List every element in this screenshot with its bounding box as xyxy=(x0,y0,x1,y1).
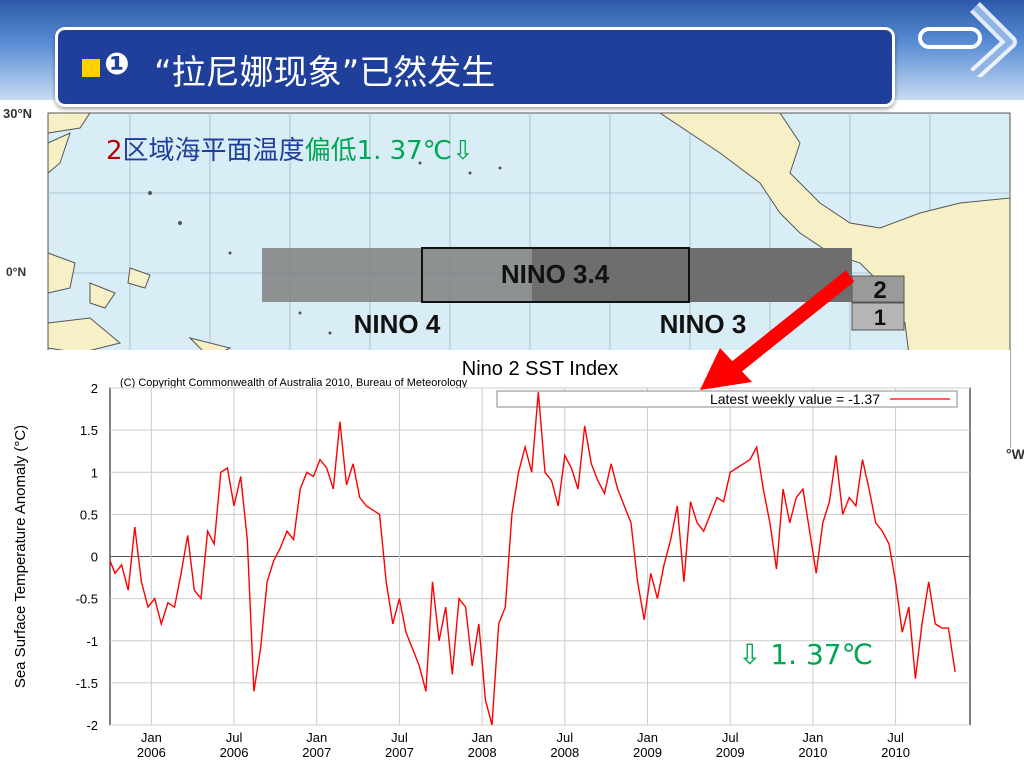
nino2-sst-chart: Nino 2 SST Index(C) Copyright Commonweal… xyxy=(12,358,971,760)
nino2-label: 2 xyxy=(873,277,886,304)
pointer-arrow-icon xyxy=(700,270,855,390)
nino3-label: NINO 3 xyxy=(660,309,747,339)
x-tick-year: 2007 xyxy=(302,745,331,760)
x-tick-year: 2009 xyxy=(716,745,745,760)
x-tick-month: Jan xyxy=(472,730,493,745)
bullet-square-icon xyxy=(82,59,100,77)
y-axis-label: Sea Surface Temperature Anomaly (°C) xyxy=(12,425,29,688)
pacific-islands xyxy=(148,161,502,335)
x-tick-month: Jul xyxy=(556,730,573,745)
region-number: 2 xyxy=(106,136,123,166)
region-deviation: 偏低1. 37℃⇩ xyxy=(304,136,474,166)
nino34-label: NINO 3.4 xyxy=(501,259,610,289)
y-tick-label: 0 xyxy=(91,550,98,565)
x-tick-month: Jul xyxy=(226,730,243,745)
y-tick-label: 2 xyxy=(91,381,98,396)
x-tick-month: Jul xyxy=(391,730,408,745)
series-line xyxy=(109,392,956,726)
title-box: ❶ “拉尼娜现象”已然发生 xyxy=(55,27,895,107)
nino3-band xyxy=(532,248,852,302)
x-tick-month: Jul xyxy=(722,730,739,745)
y-tick-label: 1 xyxy=(91,465,98,480)
x-tick-month: Jan xyxy=(637,730,658,745)
y-tick-label: 1.5 xyxy=(80,423,98,438)
slide-title: “拉尼娜现象”已然发生 xyxy=(154,53,496,93)
x-tick-month: Jan xyxy=(141,730,162,745)
chart-panel: Nino 2 SST Index (C) Copyright Commonweal… xyxy=(0,350,1010,768)
lon-label: °W xyxy=(1006,446,1024,462)
region-annotation: 2区域海平面温度偏低1. 37℃⇩ xyxy=(106,130,474,167)
x-tick-year: 2010 xyxy=(881,745,910,760)
drop-annotation: ⇩ 1. 37℃ xyxy=(738,638,874,671)
chart-copyright: (C) Copyright Commonwealth of Australia … xyxy=(120,377,468,389)
y-tick-label: -0.5 xyxy=(76,592,98,607)
x-tick-month: Jan xyxy=(306,730,327,745)
nino1-label: 1 xyxy=(874,305,886,330)
x-tick-year: 2008 xyxy=(550,745,579,760)
lat-0-label: 0°N xyxy=(6,265,27,279)
nino34-box xyxy=(421,247,690,303)
x-tick-year: 2007 xyxy=(385,745,414,760)
title-marker: ❶ xyxy=(104,47,130,82)
x-tick-year: 2010 xyxy=(798,745,827,760)
x-tick-year: 2009 xyxy=(633,745,662,760)
region-description: 区域海平面温度 xyxy=(122,136,305,166)
nino2-box xyxy=(851,275,905,303)
y-tick-label: -1 xyxy=(86,634,98,649)
logo-icon xyxy=(918,2,1017,77)
x-tick-month: Jan xyxy=(802,730,823,745)
y-tick-label: -2 xyxy=(86,718,98,733)
y-tick-label: -1.5 xyxy=(76,676,98,691)
legend-label: Latest weekly value = -1.37 xyxy=(710,391,880,407)
nino1-box xyxy=(851,302,905,331)
x-tick-year: 2008 xyxy=(468,745,497,760)
x-tick-month: Jul xyxy=(887,730,904,745)
chart-title: Nino 2 SST Index xyxy=(462,358,618,380)
x-tick-year: 2006 xyxy=(137,745,166,760)
legend-box xyxy=(496,390,958,408)
nino4-label: NINO 4 xyxy=(354,309,441,339)
x-tick-year: 2006 xyxy=(220,745,249,760)
y-tick-label: 0.5 xyxy=(80,507,98,522)
lat-30-label: 30°N xyxy=(3,106,33,121)
